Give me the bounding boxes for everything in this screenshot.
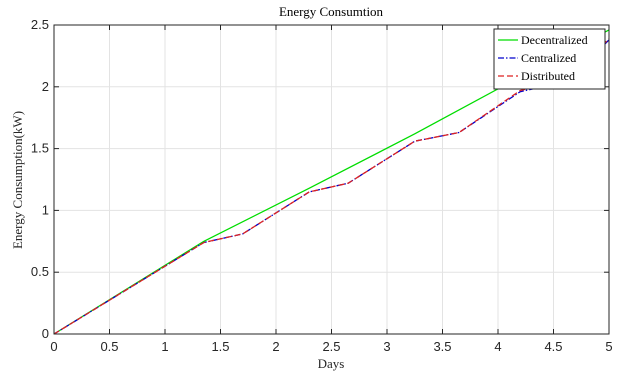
y-tick-label: 2 <box>42 79 49 94</box>
x-tick-label: 1.5 <box>211 339 229 354</box>
chart-title: Energy Consumtion <box>279 4 384 19</box>
x-tick-label: 0 <box>50 339 57 354</box>
y-tick-label: 1.5 <box>31 141 49 156</box>
series-line-distributed <box>53 38 610 335</box>
y-tick-label: 0.5 <box>31 264 49 279</box>
y-tick-label: 0 <box>42 326 49 341</box>
legend-label-decentralized: Decentralized <box>521 33 588 47</box>
legend-label-centralized: Centralized <box>521 51 576 65</box>
legend: Decentralized Centralized Distributed <box>493 28 606 90</box>
legend-box <box>493 28 606 90</box>
x-tick-label: 0.5 <box>100 339 118 354</box>
x-tick-label: 4.5 <box>544 339 562 354</box>
legend-label-distributed: Distributed <box>521 69 575 83</box>
y-tick-label: 2.5 <box>31 17 49 32</box>
axis-ticks: 0 0.5 1 1.5 2 2.5 3 3.5 4 4.5 5 0 0.5 1 1.5 2 2.5 <box>31 17 613 354</box>
x-tick-label: 3.5 <box>433 339 451 354</box>
x-tick-label: 5 <box>605 339 612 354</box>
x-tick-label: 3 <box>383 339 390 354</box>
x-tick-label: 1 <box>161 339 168 354</box>
x-tick-label: 4 <box>494 339 501 354</box>
x-tick-label: 2.5 <box>322 339 340 354</box>
x-tick-label: 2 <box>272 339 279 354</box>
y-tick-label: 1 <box>42 202 49 217</box>
x-axis-label: Days <box>318 356 345 371</box>
y-axis-label: Energy Consumption(kW) <box>10 111 25 249</box>
